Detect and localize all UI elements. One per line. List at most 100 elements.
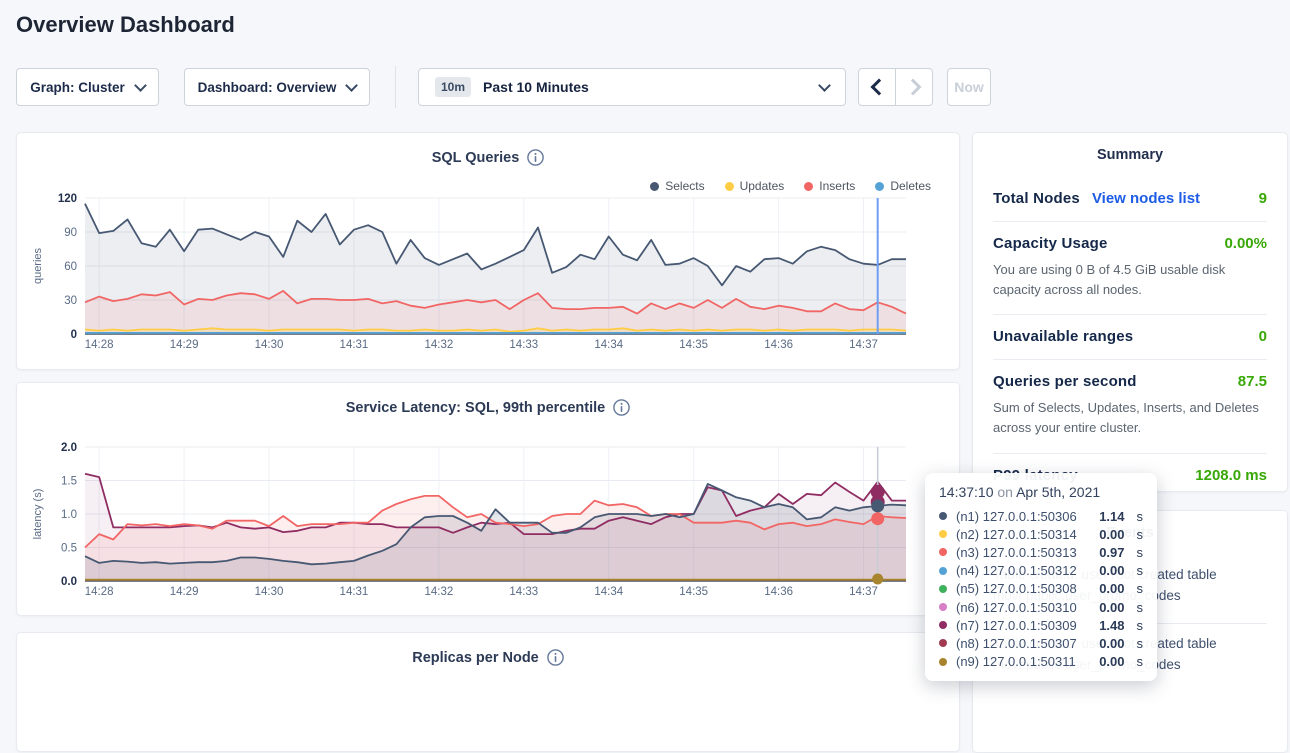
p99-latency-value: 1208.0 ms: [1195, 467, 1267, 484]
capacity-usage-value: 0.00%: [1224, 235, 1267, 252]
node-address: (n2) 127.0.0.1:50314: [956, 527, 1090, 542]
svg-text:14:30: 14:30: [255, 339, 284, 351]
qps-description: Sum of Selects, Updates, Inserts, and De…: [993, 398, 1267, 438]
node-address: (n8) 127.0.0.1:50307: [956, 636, 1090, 651]
svg-text:1.5: 1.5: [61, 476, 77, 488]
dashboard-dropdown-label: Dashboard: Overview: [198, 80, 337, 95]
svg-text:30: 30: [64, 295, 77, 307]
svg-text:14:36: 14:36: [764, 339, 793, 351]
node-address: (n6) 127.0.0.1:50310: [956, 600, 1090, 615]
summary-row-capacity: Capacity Usage 0.00% You are using 0 B o…: [993, 222, 1267, 315]
svg-text:0.0: 0.0: [61, 576, 77, 588]
node-latency-unit: s: [1137, 654, 1144, 669]
service-latency-chart-card: Service Latency: SQL, 99th percentile 14…: [16, 382, 960, 616]
node-latency-unit: s: [1137, 527, 1144, 542]
time-range-dropdown[interactable]: 10m Past 10 Minutes: [418, 68, 846, 106]
svg-text:queries: queries: [32, 247, 44, 284]
svg-text:14:32: 14:32: [424, 586, 453, 598]
node-color-dot-icon: [939, 603, 947, 611]
total-nodes-value: 9: [1259, 190, 1267, 207]
service-latency-chart[interactable]: 14:2814:2914:3014:3114:3214:3314:3414:35…: [17, 439, 961, 612]
unavailable-ranges-label: Unavailable ranges: [993, 328, 1133, 345]
tooltip-node-row: (n6) 127.0.0.1:503100.00s: [939, 598, 1143, 616]
view-nodes-list-link[interactable]: View nodes list: [1092, 190, 1200, 207]
chevron-down-icon: [346, 79, 359, 92]
sql-queries-chart[interactable]: 14:2814:2914:3014:3114:3214:3314:3414:35…: [17, 189, 961, 366]
capacity-usage-label: Capacity Usage: [993, 235, 1108, 252]
chevron-down-icon: [818, 79, 831, 92]
svg-text:14:31: 14:31: [340, 339, 369, 351]
chart-hover-tooltip: 14:37:10 on Apr 5th, 2021 (n1) 127.0.0.1…: [925, 473, 1157, 681]
time-range-badge: 10m: [435, 77, 471, 97]
info-icon[interactable]: [613, 399, 630, 416]
node-latency-unit: s: [1137, 636, 1144, 651]
time-range-label: Past 10 Minutes: [483, 79, 589, 95]
summary-panel: Summary Total Nodes View nodes list 9 Ca…: [972, 132, 1288, 492]
node-color-dot-icon: [939, 639, 947, 647]
svg-text:14:33: 14:33: [509, 586, 538, 598]
time-next-button[interactable]: [895, 68, 933, 106]
node-latency-unit: s: [1137, 545, 1144, 560]
svg-text:14:36: 14:36: [764, 586, 793, 598]
qps-value: 87.5: [1238, 373, 1267, 390]
svg-text:14:35: 14:35: [679, 339, 708, 351]
chevron-down-icon: [134, 79, 147, 92]
info-icon[interactable]: [527, 149, 544, 166]
svg-text:60: 60: [64, 261, 77, 273]
node-address: (n5) 127.0.0.1:50308: [956, 581, 1090, 596]
svg-text:14:29: 14:29: [170, 586, 199, 598]
node-latency-value: 0.00: [1099, 527, 1124, 542]
info-icon[interactable]: [547, 649, 564, 666]
node-color-dot-icon: [939, 658, 947, 666]
now-button[interactable]: Now: [947, 68, 991, 106]
node-latency-value: 0.00: [1099, 636, 1124, 651]
svg-text:14:34: 14:34: [594, 586, 623, 598]
svg-text:14:37: 14:37: [849, 586, 878, 598]
tooltip-node-row: (n4) 127.0.0.1:50312 0.00 s: [939, 562, 1143, 580]
svg-text:0.5: 0.5: [61, 543, 77, 555]
total-nodes-label: Total Nodes: [993, 190, 1080, 207]
page-title: Overview Dashboard: [16, 12, 235, 38]
tooltip-node-row: (n5) 127.0.0.1:503080.00s: [939, 580, 1143, 598]
node-latency-value: 0.00: [1099, 654, 1124, 669]
svg-text:14:34: 14:34: [594, 339, 623, 351]
node-color-dot-icon: [939, 585, 947, 593]
node-latency-unit: s: [1137, 509, 1144, 524]
svg-text:2.0: 2.0: [61, 442, 77, 454]
replicas-chart-title: Replicas per Node: [412, 650, 539, 666]
tooltip-node-row: (n2) 127.0.0.1:50314 0.00 s: [939, 525, 1143, 543]
chevron-left-icon: [870, 79, 887, 96]
time-prev-button[interactable]: [858, 68, 896, 106]
summary-title: Summary: [973, 147, 1287, 163]
node-address: (n3) 127.0.0.1:50313: [956, 545, 1090, 560]
sql-queries-chart-card: SQL Queries SelectsUpdatesInsertsDeletes…: [16, 132, 960, 370]
service-latency-chart-title: Service Latency: SQL, 99th percentile: [346, 400, 606, 416]
node-color-dot-icon: [939, 567, 947, 575]
node-latency-value: 0.00: [1099, 581, 1124, 596]
graph-dropdown[interactable]: Graph: Cluster: [16, 68, 159, 106]
svg-text:14:30: 14:30: [255, 586, 284, 598]
node-color-dot-icon: [939, 548, 947, 556]
node-latency-value: 1.48: [1099, 618, 1124, 633]
svg-text:14:37: 14:37: [849, 339, 878, 351]
node-color-dot-icon: [939, 512, 947, 520]
node-latency-value: 1.14: [1099, 509, 1124, 524]
summary-row-qps: Queries per second 87.5 Sum of Selects, …: [993, 360, 1267, 453]
unavailable-ranges-value: 0: [1259, 328, 1267, 345]
node-address: (n9) 127.0.0.1:50311: [956, 654, 1090, 669]
node-latency-unit: s: [1137, 563, 1144, 578]
qps-label: Queries per second: [993, 373, 1137, 390]
node-latency-unit: s: [1137, 618, 1144, 633]
svg-text:90: 90: [64, 227, 77, 239]
node-color-dot-icon: [939, 530, 947, 538]
svg-text:14:31: 14:31: [340, 586, 369, 598]
tooltip-node-row: (n8) 127.0.0.1:50307 0.00 s: [939, 634, 1143, 652]
node-address: (n4) 127.0.0.1:50312: [956, 563, 1090, 578]
dashboard-dropdown[interactable]: Dashboard: Overview: [184, 68, 370, 106]
node-latency-value: 0.00: [1099, 563, 1124, 578]
svg-text:14:28: 14:28: [85, 339, 114, 351]
tooltip-node-row: (n1) 127.0.0.1:503061.14s: [939, 507, 1143, 525]
graph-dropdown-label: Graph: Cluster: [30, 80, 125, 95]
toolbar-divider: [395, 66, 396, 108]
node-latency-value: 0.97: [1099, 545, 1124, 560]
